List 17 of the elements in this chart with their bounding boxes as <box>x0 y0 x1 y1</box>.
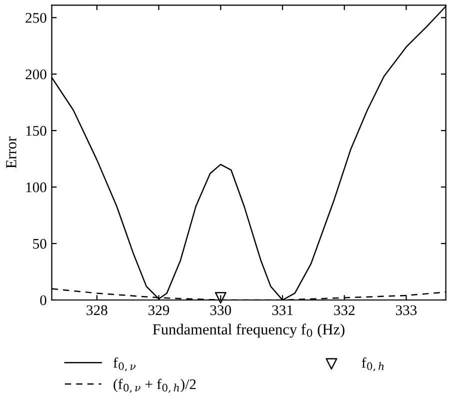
x-tick-label: 332 <box>334 305 355 316</box>
legend-label: (f$_{0,ν}$ + f$_{0,h}$)/2 <box>114 378 196 393</box>
x-tick-label: 329 <box>148 305 170 316</box>
legend-label: f$_{0,h}$ <box>362 357 384 372</box>
y-tick-label: 100 <box>26 182 46 192</box>
y-tick-label: 50 <box>33 238 46 249</box>
x-axis-title: Fundamental frequency f$_{0}$ (Hz) <box>152 324 344 338</box>
y-tick-label: 150 <box>26 126 46 136</box>
y-tick-label: 0 <box>40 295 46 306</box>
x-tick-label: 333 <box>396 305 417 316</box>
x-tick-label: 330 <box>210 305 232 316</box>
y-tick-label: 200 <box>26 69 46 80</box>
y-axis-title: Error <box>6 136 16 168</box>
y-tick-label: 250 <box>26 12 46 23</box>
x-tick-label: 328 <box>86 305 108 316</box>
x-tick-label: 331 <box>272 305 293 316</box>
legend-label: f$_{0,ν}$ <box>113 357 136 372</box>
